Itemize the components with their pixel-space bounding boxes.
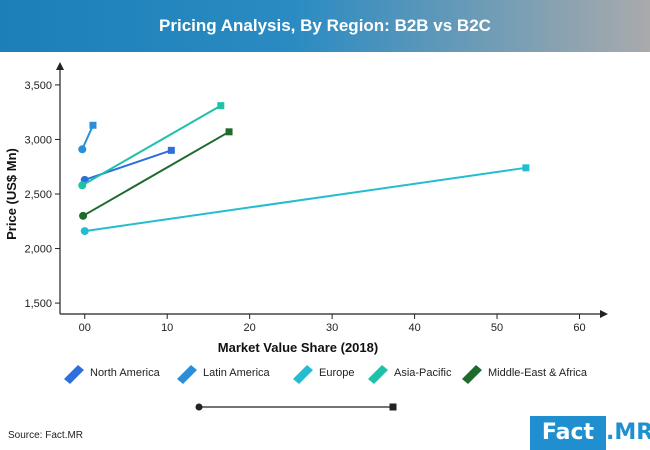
page-title: Pricing Analysis, By Region: B2B vs B2C xyxy=(159,16,491,35)
y-tick-label: 3,000 xyxy=(24,134,52,146)
legend-swatch xyxy=(293,365,313,384)
legend-label: Europe xyxy=(319,367,354,379)
b2b-point xyxy=(80,227,89,236)
header-banner: Pricing Analysis, By Region: B2B vs B2C xyxy=(0,0,650,52)
x-tick-label: 10 xyxy=(161,322,173,334)
series-line xyxy=(82,130,230,217)
series-asia-pacific xyxy=(78,102,225,190)
x-tick-label: 40 xyxy=(408,322,420,334)
y-tick-label: 1,500 xyxy=(24,298,52,310)
b2c-point xyxy=(167,146,175,154)
legend-swatch xyxy=(368,365,388,384)
marker-legend-b2c-square xyxy=(389,403,397,411)
legend-label: North America xyxy=(90,367,161,379)
marker-legend-b2b-dot xyxy=(195,403,203,411)
legend-label: Asia-Pacific xyxy=(394,367,452,379)
series-line xyxy=(84,166,527,233)
series-latin-america xyxy=(78,121,97,154)
y-tick-label: 2,000 xyxy=(24,244,52,256)
b2b-point xyxy=(79,211,88,220)
x-axis-arrow xyxy=(600,310,608,318)
b2b-point xyxy=(78,145,87,154)
chart-axes: 1,500 2,000 2,500 3,000 3,500 00 10 20 30 40 50 60 M… xyxy=(4,62,608,355)
x-tick-label: 30 xyxy=(326,322,338,334)
legend-item: Middle-East & Africa xyxy=(462,365,588,384)
marker-legend: B2B PriceB2C Price xyxy=(195,403,397,411)
legend-label: Middle-East & Africa xyxy=(488,367,588,379)
legend-item: Latin America xyxy=(177,365,271,384)
factmr-logo: Fact .MR xyxy=(530,416,650,450)
legend-item: Asia-Pacific xyxy=(368,365,452,384)
legend-swatch xyxy=(64,365,84,384)
b2c-point xyxy=(522,164,530,172)
y-tick-label: 3,500 xyxy=(24,80,52,92)
legend-item: North America xyxy=(64,365,161,384)
pricing-chart: 1,500 2,000 2,500 3,000 3,500 00 10 20 30 40 50 60 M… xyxy=(4,62,608,411)
b2c-point xyxy=(89,121,97,129)
x-tick-label: 00 xyxy=(79,322,91,334)
b2b-point xyxy=(78,181,87,190)
series-europe xyxy=(80,164,530,236)
logo-mr: .MR xyxy=(606,420,650,445)
y-tick-label: 2,500 xyxy=(24,189,52,201)
logo-fact: Fact xyxy=(530,416,606,450)
x-tick-label: 60 xyxy=(573,322,585,334)
series-line xyxy=(81,124,94,150)
series-line xyxy=(81,104,222,187)
b2c-point xyxy=(217,102,225,110)
y-axis-arrow xyxy=(56,62,64,70)
x-tick-label: 50 xyxy=(491,322,503,334)
chart-legend: North America Latin America Europe Asia-Pac… xyxy=(64,365,588,411)
legend-label: Latin America xyxy=(203,367,271,379)
x-axis-title: Market Value Share (2018) xyxy=(218,340,378,355)
legend-swatch xyxy=(462,365,482,384)
x-tick-label: 20 xyxy=(244,322,256,334)
y-axis-title: Price (US$ Mn) xyxy=(4,148,19,240)
source-note: Source: Fact.MR xyxy=(8,430,84,441)
legend-item: Europe xyxy=(293,365,354,384)
series-middle-east-africa xyxy=(79,128,233,220)
chart-series-layer xyxy=(78,102,530,236)
legend-swatch xyxy=(177,365,197,384)
b2c-point xyxy=(225,128,233,136)
